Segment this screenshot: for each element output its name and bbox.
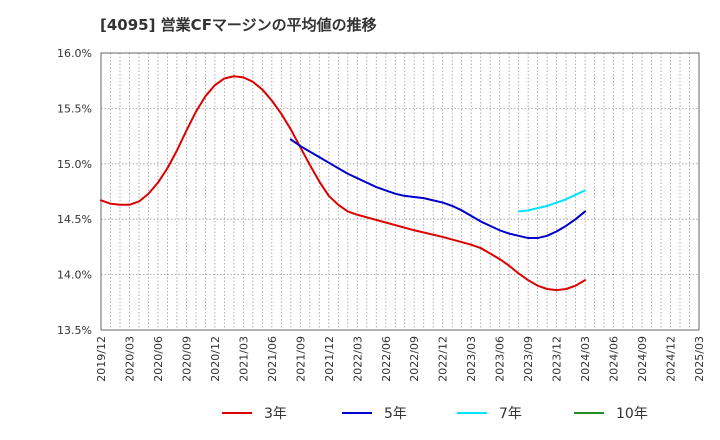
x-tick-label: 2020/09 bbox=[180, 336, 193, 382]
x-tick-label: 2024/06 bbox=[608, 336, 621, 382]
x-tick-label: 2021/09 bbox=[294, 336, 307, 382]
x-tick-label: 2024/03 bbox=[579, 336, 592, 382]
x-tick-label: 2022/06 bbox=[380, 336, 393, 382]
y-tick-label: 16.0% bbox=[57, 47, 92, 60]
x-tick-label: 2022/03 bbox=[351, 336, 364, 382]
x-tick-label: 2021/06 bbox=[266, 336, 279, 382]
plot-area bbox=[100, 52, 700, 331]
x-tick-label: 2022/09 bbox=[408, 336, 421, 382]
x-tick-label: 2021/12 bbox=[323, 336, 336, 382]
legend-label-3: 10年 bbox=[616, 406, 648, 422]
chart-title: [4095] 営業CFマージンの平均値の推移 bbox=[100, 16, 377, 34]
x-tick-label: 2021/03 bbox=[237, 336, 250, 382]
x-tick-label: 2023/09 bbox=[522, 336, 535, 382]
x-tick-label: 2023/03 bbox=[465, 336, 478, 382]
x-tick-label: 2020/12 bbox=[209, 336, 222, 382]
x-tick-label: 2023/12 bbox=[551, 336, 564, 382]
y-tick-label: 13.5% bbox=[57, 324, 92, 337]
x-tick-label: 2025/03 bbox=[693, 336, 706, 382]
series-line-1 bbox=[289, 138, 587, 240]
legend-label-1: 5年 bbox=[384, 406, 407, 422]
series-line-2 bbox=[517, 189, 587, 213]
x-tick-label: 2020/06 bbox=[152, 336, 165, 382]
legend-label-0: 3年 bbox=[264, 406, 287, 422]
x-tick-label: 2019/12 bbox=[95, 336, 108, 382]
x-tick-label: 2022/12 bbox=[437, 336, 450, 382]
series-line-0 bbox=[100, 75, 587, 292]
x-tick-label: 2023/06 bbox=[494, 336, 507, 382]
plot-border bbox=[100, 52, 700, 331]
x-tick-label: 2020/03 bbox=[123, 336, 136, 382]
y-tick-label: 14.5% bbox=[57, 213, 92, 226]
y-tick-label: 14.0% bbox=[57, 269, 92, 282]
x-tick-label: 2024/12 bbox=[665, 336, 678, 382]
x-tick-label: 2024/09 bbox=[636, 336, 649, 382]
y-tick-label: 15.0% bbox=[57, 158, 92, 171]
legend-label-2: 7年 bbox=[499, 406, 522, 422]
y-tick-label: 15.5% bbox=[57, 102, 92, 115]
